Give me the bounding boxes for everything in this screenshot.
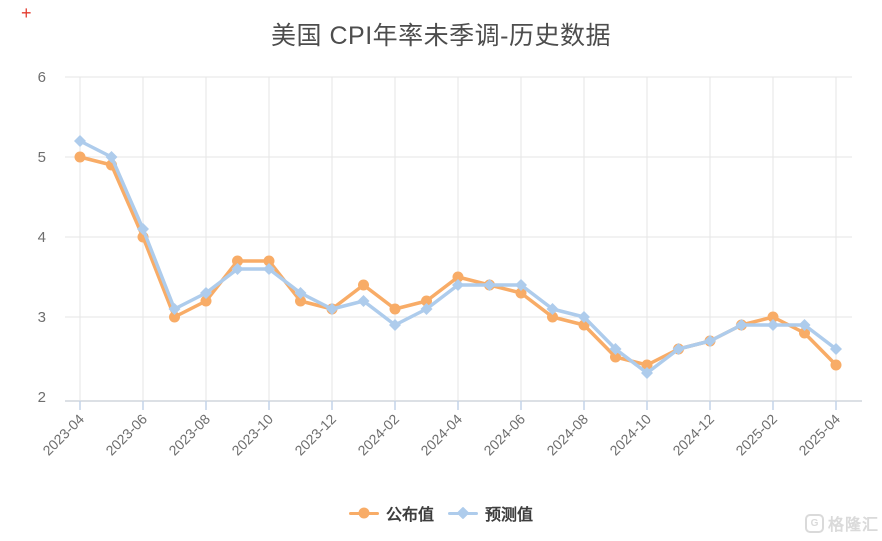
svg-text:2024-06: 2024-06 xyxy=(480,411,528,459)
svg-text:3: 3 xyxy=(38,309,46,326)
gelonghui-watermark: G 格隆汇 xyxy=(804,511,879,535)
svg-text:2025-02: 2025-02 xyxy=(732,411,780,459)
svg-text:2024-10: 2024-10 xyxy=(606,411,654,459)
svg-text:2024-02: 2024-02 xyxy=(354,411,402,459)
gridlines xyxy=(65,76,852,400)
published-series-marker-icon xyxy=(348,507,379,520)
x-axis xyxy=(65,400,862,410)
svg-text:2023-08: 2023-08 xyxy=(165,411,213,459)
svg-text:2024-12: 2024-12 xyxy=(669,411,717,459)
chart-title: 美国 CPI年率未季调-历史数据 xyxy=(271,22,611,50)
svg-text:2023-10: 2023-10 xyxy=(228,411,276,459)
svg-text:2024-04: 2024-04 xyxy=(417,411,465,459)
forecast-series-marker-icon xyxy=(448,506,478,520)
chart-legend: 公布值 预测值 xyxy=(0,501,882,525)
legend-item-published[interactable]: 公布值 xyxy=(348,501,434,525)
svg-text:2024-08: 2024-08 xyxy=(543,411,591,459)
svg-text:6: 6 xyxy=(38,69,46,86)
svg-text:2023-04: 2023-04 xyxy=(39,411,87,459)
svg-text:2023-06: 2023-06 xyxy=(102,411,150,459)
svg-text:2023-12: 2023-12 xyxy=(291,411,339,459)
gelonghui-logo-icon: G xyxy=(804,513,824,533)
svg-text:4: 4 xyxy=(38,229,46,246)
forecast-series xyxy=(74,135,842,379)
gelonghui-logo-text: 格隆汇 xyxy=(827,517,879,534)
legend-item-forecast[interactable]: 预测值 xyxy=(448,501,533,525)
x-axis-labels: 2023-04 2023-06 2023-08 2023-10 2023-12 2024-… xyxy=(39,411,843,459)
svg-text:5: 5 xyxy=(38,149,46,166)
svg-text:2025-04: 2025-04 xyxy=(795,411,843,459)
legend-label-published: 公布值 xyxy=(385,507,434,524)
corner-plus-mark: + xyxy=(21,3,32,23)
legend-label-forecast: 预测值 xyxy=(485,507,534,524)
svg-text:2: 2 xyxy=(38,389,46,406)
y-axis-labels: 2 3 4 5 6 xyxy=(38,69,46,406)
